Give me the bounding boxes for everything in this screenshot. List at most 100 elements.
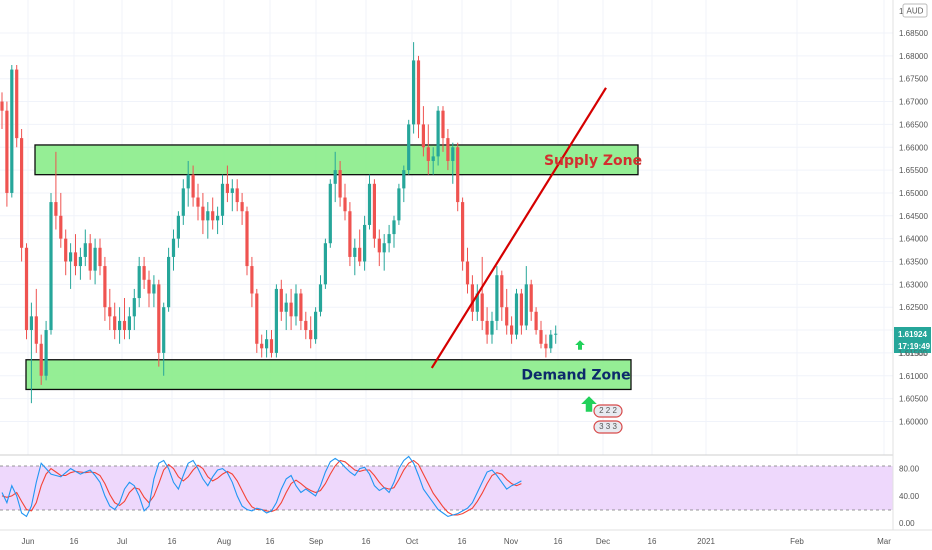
up-arrow-icon (581, 396, 597, 412)
candle-body (49, 202, 53, 331)
price-tick-label: 1.67000 (899, 98, 928, 107)
price-tick-label: 1.62500 (899, 303, 928, 312)
candle-body (127, 316, 131, 331)
candle-body (39, 343, 43, 376)
candle-body (191, 174, 195, 198)
candle-body (519, 293, 523, 326)
time-axis[interactable]: Jun 16 Jul 16 Aug 16 Sep 16 Oct 16 Nov 16 Dec 16 2021 F… (22, 537, 892, 546)
candle-body (554, 333, 558, 335)
candle-body (314, 311, 318, 340)
candle-body (54, 202, 58, 216)
time-tick-label: 16 (70, 537, 79, 546)
stoch-k-line (1, 455, 522, 518)
candle-body (260, 343, 264, 349)
time-tick-label: 16 (648, 537, 657, 546)
candle-body (500, 275, 504, 308)
up-arrow-icon (575, 340, 585, 350)
candle-body (225, 183, 229, 193)
candle-body (333, 170, 337, 184)
candle-body (265, 339, 269, 349)
candle-body (377, 238, 381, 253)
candle-body (98, 247, 102, 267)
candle-body (211, 211, 215, 221)
candle-body (186, 174, 190, 189)
candle-body (514, 293, 519, 335)
time-tick-label: 16 (266, 537, 275, 546)
candle-body (181, 188, 185, 216)
candle-body (269, 339, 274, 353)
candle-body (544, 343, 548, 349)
candle-body (235, 188, 239, 203)
oscillator-tick-label: 0.00 (899, 519, 915, 528)
candle-body (10, 69, 14, 193)
candle-body (539, 330, 543, 344)
candle-body (328, 183, 332, 244)
candle-body (456, 147, 460, 203)
candle-body (176, 215, 180, 239)
candle-body (137, 266, 141, 299)
candle-body (529, 284, 533, 312)
candle-body (157, 284, 161, 353)
countdown-text: 17:19:49 (898, 342, 931, 351)
price-tick-label: 1.66500 (899, 120, 928, 129)
candle-body (103, 266, 107, 308)
candle-body (372, 183, 376, 239)
marker-badge (593, 420, 623, 434)
currency-badge[interactable] (902, 3, 928, 18)
price-tick-label: 1.61000 (899, 372, 928, 381)
candle-body (407, 124, 411, 171)
candle-body (338, 170, 342, 198)
time-tick-label: Mar (877, 537, 891, 546)
candle-body (284, 302, 288, 312)
candle-body (93, 247, 97, 271)
candle-body (240, 202, 244, 212)
candle-body (294, 293, 298, 317)
candle-body (255, 293, 259, 344)
partial-price-label: 1.61500 (898, 349, 927, 358)
price-tick-label: 1.63500 (899, 258, 928, 267)
candle-body (363, 224, 367, 262)
marker-badge-text: 2 2 2 (599, 406, 617, 415)
trendline (430, 87, 607, 369)
candle-body (358, 247, 362, 262)
candle-body (5, 110, 9, 193)
time-tick-label: 16 (554, 537, 563, 546)
candle-body (353, 247, 357, 257)
candle-body (505, 307, 509, 326)
candle-body (392, 220, 396, 235)
candle-body (142, 266, 146, 280)
price-tick-label: 1.64000 (899, 235, 928, 244)
candle-body (382, 243, 386, 253)
candle-body (309, 330, 313, 340)
oscillator-tick-label: 80.00 (899, 465, 920, 474)
candle-body (69, 252, 73, 262)
candle-body (470, 284, 474, 312)
supply-zone-label: Supply Zone (544, 153, 642, 169)
candle-body (510, 325, 514, 335)
candle-body (348, 211, 352, 257)
candle-body (279, 288, 283, 312)
candle-body (274, 288, 278, 353)
time-tick-label: Jun (22, 537, 35, 546)
oscillator-axis[interactable]: 80.00 40.00 0.00 (899, 465, 920, 529)
candle-body (245, 211, 249, 267)
candle-body (387, 234, 391, 244)
time-tick-label: Oct (406, 537, 419, 546)
candle-body (461, 202, 465, 262)
candle-body (230, 188, 234, 193)
price-tick-label: 1.64500 (899, 212, 928, 221)
last-price-tag: 1.61924 17:19:49 (894, 327, 931, 353)
demand-zone-label: Demand Zone (521, 368, 630, 384)
candle-body (132, 298, 136, 317)
candle-body (64, 238, 68, 262)
candle-body (122, 320, 127, 331)
time-tick-label: 16 (168, 537, 177, 546)
price-axis[interactable]: 1.68500 1.68000 1.67500 1.67000 1.66500 1.660… (899, 29, 928, 426)
candle-body (475, 293, 479, 312)
price-tick-label: 1.68000 (899, 52, 928, 61)
price-tick-label: 1.65500 (899, 166, 928, 175)
candle-body (289, 302, 293, 317)
time-tick-label: 16 (362, 537, 371, 546)
candle-body (441, 110, 445, 139)
